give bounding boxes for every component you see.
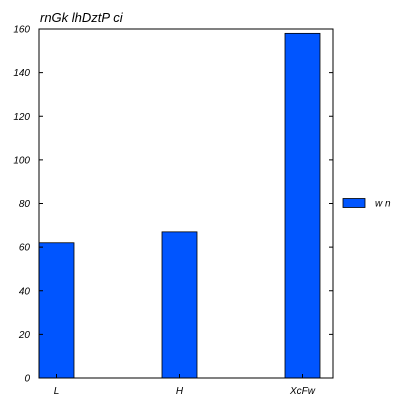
legend: w n: [342, 198, 391, 210]
y-tick-label: 100: [13, 155, 30, 166]
x-tick-label: L: [54, 386, 60, 397]
bar-l: [38, 242, 75, 379]
y-tick-label: 160: [13, 25, 30, 36]
legend-swatch: [342, 198, 366, 208]
y-tick-label: 80: [19, 199, 31, 210]
y-tick-label: 0: [24, 374, 30, 385]
legend-label: w n: [375, 199, 391, 210]
x-tick-label: XcFw: [289, 386, 316, 397]
y-tick-label: 20: [18, 330, 31, 341]
plot-area: L H XcFw 0 20 40 60 80 100 120 140 160: [13, 25, 334, 397]
bar-h: [161, 231, 198, 379]
chart-title: rnGk lhDztP ci: [40, 10, 124, 25]
y-tick-label: 120: [13, 112, 30, 123]
x-tick-label: H: [176, 386, 184, 397]
y-tick-label: 140: [13, 68, 30, 79]
y-tick-label: 60: [19, 243, 31, 254]
bar-xcfw: [284, 32, 321, 379]
y-tick-label: 40: [19, 286, 31, 297]
